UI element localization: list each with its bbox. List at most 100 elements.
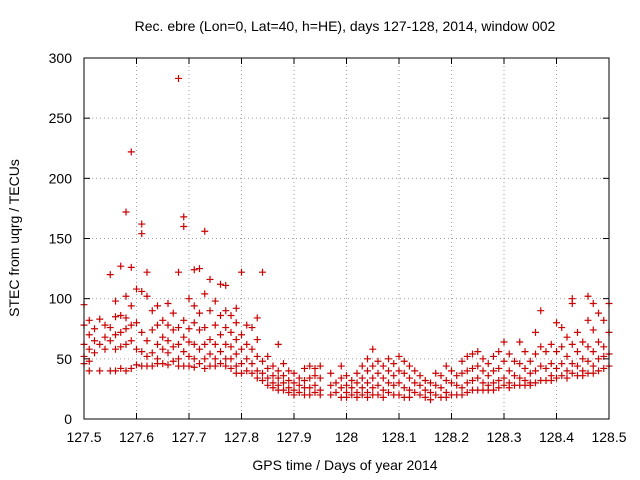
data-point	[474, 374, 482, 382]
data-point	[584, 343, 592, 351]
data-point	[232, 350, 240, 358]
data-point	[348, 391, 356, 399]
data-point	[285, 389, 293, 397]
x-tick-labels: 127.5 127.6 127.7 127.8 127.9 128 128.1 128.2 12…	[66, 429, 626, 445]
data-point	[406, 374, 413, 382]
data-point	[595, 309, 602, 317]
data-point	[463, 379, 471, 387]
data-point	[196, 345, 203, 353]
data-point	[332, 389, 340, 397]
data-point	[180, 333, 188, 341]
data-point	[348, 384, 356, 392]
data-point	[269, 372, 277, 380]
data-point	[400, 369, 408, 377]
data-point	[364, 367, 371, 375]
data-point	[269, 362, 277, 370]
y-tick-label: 50	[56, 351, 72, 367]
x-tick-label: 128.3	[486, 429, 521, 445]
data-point	[274, 367, 282, 375]
x-tick-label: 128.2	[434, 429, 469, 445]
data-point	[85, 331, 93, 339]
data-point	[369, 345, 377, 353]
data-point	[563, 352, 571, 360]
data-point	[385, 355, 392, 363]
data-point	[290, 391, 298, 399]
data-point	[516, 338, 524, 346]
data-point	[358, 374, 366, 382]
data-point	[227, 343, 235, 351]
data-point	[159, 360, 167, 368]
data-point	[259, 376, 266, 384]
data-point	[374, 381, 382, 389]
data-point	[589, 348, 597, 356]
data-point	[122, 340, 130, 348]
data-point	[500, 381, 508, 389]
data-point	[579, 372, 587, 380]
data-point	[374, 357, 382, 365]
grid-lines	[84, 58, 609, 419]
data-point	[579, 355, 587, 363]
data-point	[406, 386, 413, 394]
data-point	[432, 381, 440, 389]
data-point	[469, 364, 476, 372]
data-point	[463, 389, 471, 397]
data-point	[112, 297, 119, 305]
data-point	[127, 364, 135, 372]
data-point	[421, 376, 429, 384]
data-point	[532, 379, 539, 387]
data-point	[568, 360, 576, 368]
y-tick-label: 200	[49, 170, 73, 186]
data-point	[143, 268, 151, 276]
data-point	[369, 362, 377, 370]
data-point	[238, 345, 245, 353]
data-point	[285, 367, 293, 375]
data-point	[190, 340, 198, 348]
data-point	[127, 302, 135, 310]
data-point	[159, 316, 167, 324]
data-point	[127, 148, 135, 156]
data-point	[117, 312, 125, 320]
data-point	[311, 389, 319, 397]
data-point	[505, 350, 513, 358]
plot-frame	[83, 57, 610, 420]
data-point	[311, 372, 319, 380]
data-point	[169, 357, 177, 365]
data-point	[133, 345, 140, 353]
data-point	[295, 389, 303, 397]
data-point	[537, 362, 545, 370]
data-point	[495, 384, 503, 392]
data-point	[553, 348, 560, 356]
data-point	[201, 355, 209, 363]
data-point	[547, 360, 555, 368]
data-point	[96, 340, 104, 348]
data-point	[526, 357, 534, 365]
x-tick-label: 127.7	[171, 429, 206, 445]
data-point	[154, 321, 161, 329]
data-point	[248, 324, 256, 332]
data-point	[437, 384, 445, 392]
data-point	[458, 369, 466, 377]
data-point	[327, 369, 335, 377]
data-point	[264, 352, 272, 360]
data-point	[185, 295, 193, 303]
data-point	[112, 345, 119, 353]
x-tick-label: 127.5	[66, 429, 101, 445]
data-point	[542, 364, 550, 372]
data-point	[595, 338, 602, 346]
x-tick-label: 128.1	[381, 429, 416, 445]
data-point	[259, 357, 266, 365]
data-point	[484, 360, 492, 368]
data-point	[537, 307, 545, 315]
data-point	[264, 374, 272, 382]
data-point	[253, 352, 261, 360]
data-point	[442, 393, 450, 401]
data-point	[385, 379, 392, 387]
data-point	[253, 367, 261, 375]
data-point	[274, 374, 282, 382]
data-point	[316, 362, 324, 370]
data-point	[96, 315, 104, 323]
data-point	[574, 362, 581, 370]
data-point	[280, 379, 287, 387]
data-point	[127, 321, 135, 329]
data-point	[243, 367, 251, 375]
